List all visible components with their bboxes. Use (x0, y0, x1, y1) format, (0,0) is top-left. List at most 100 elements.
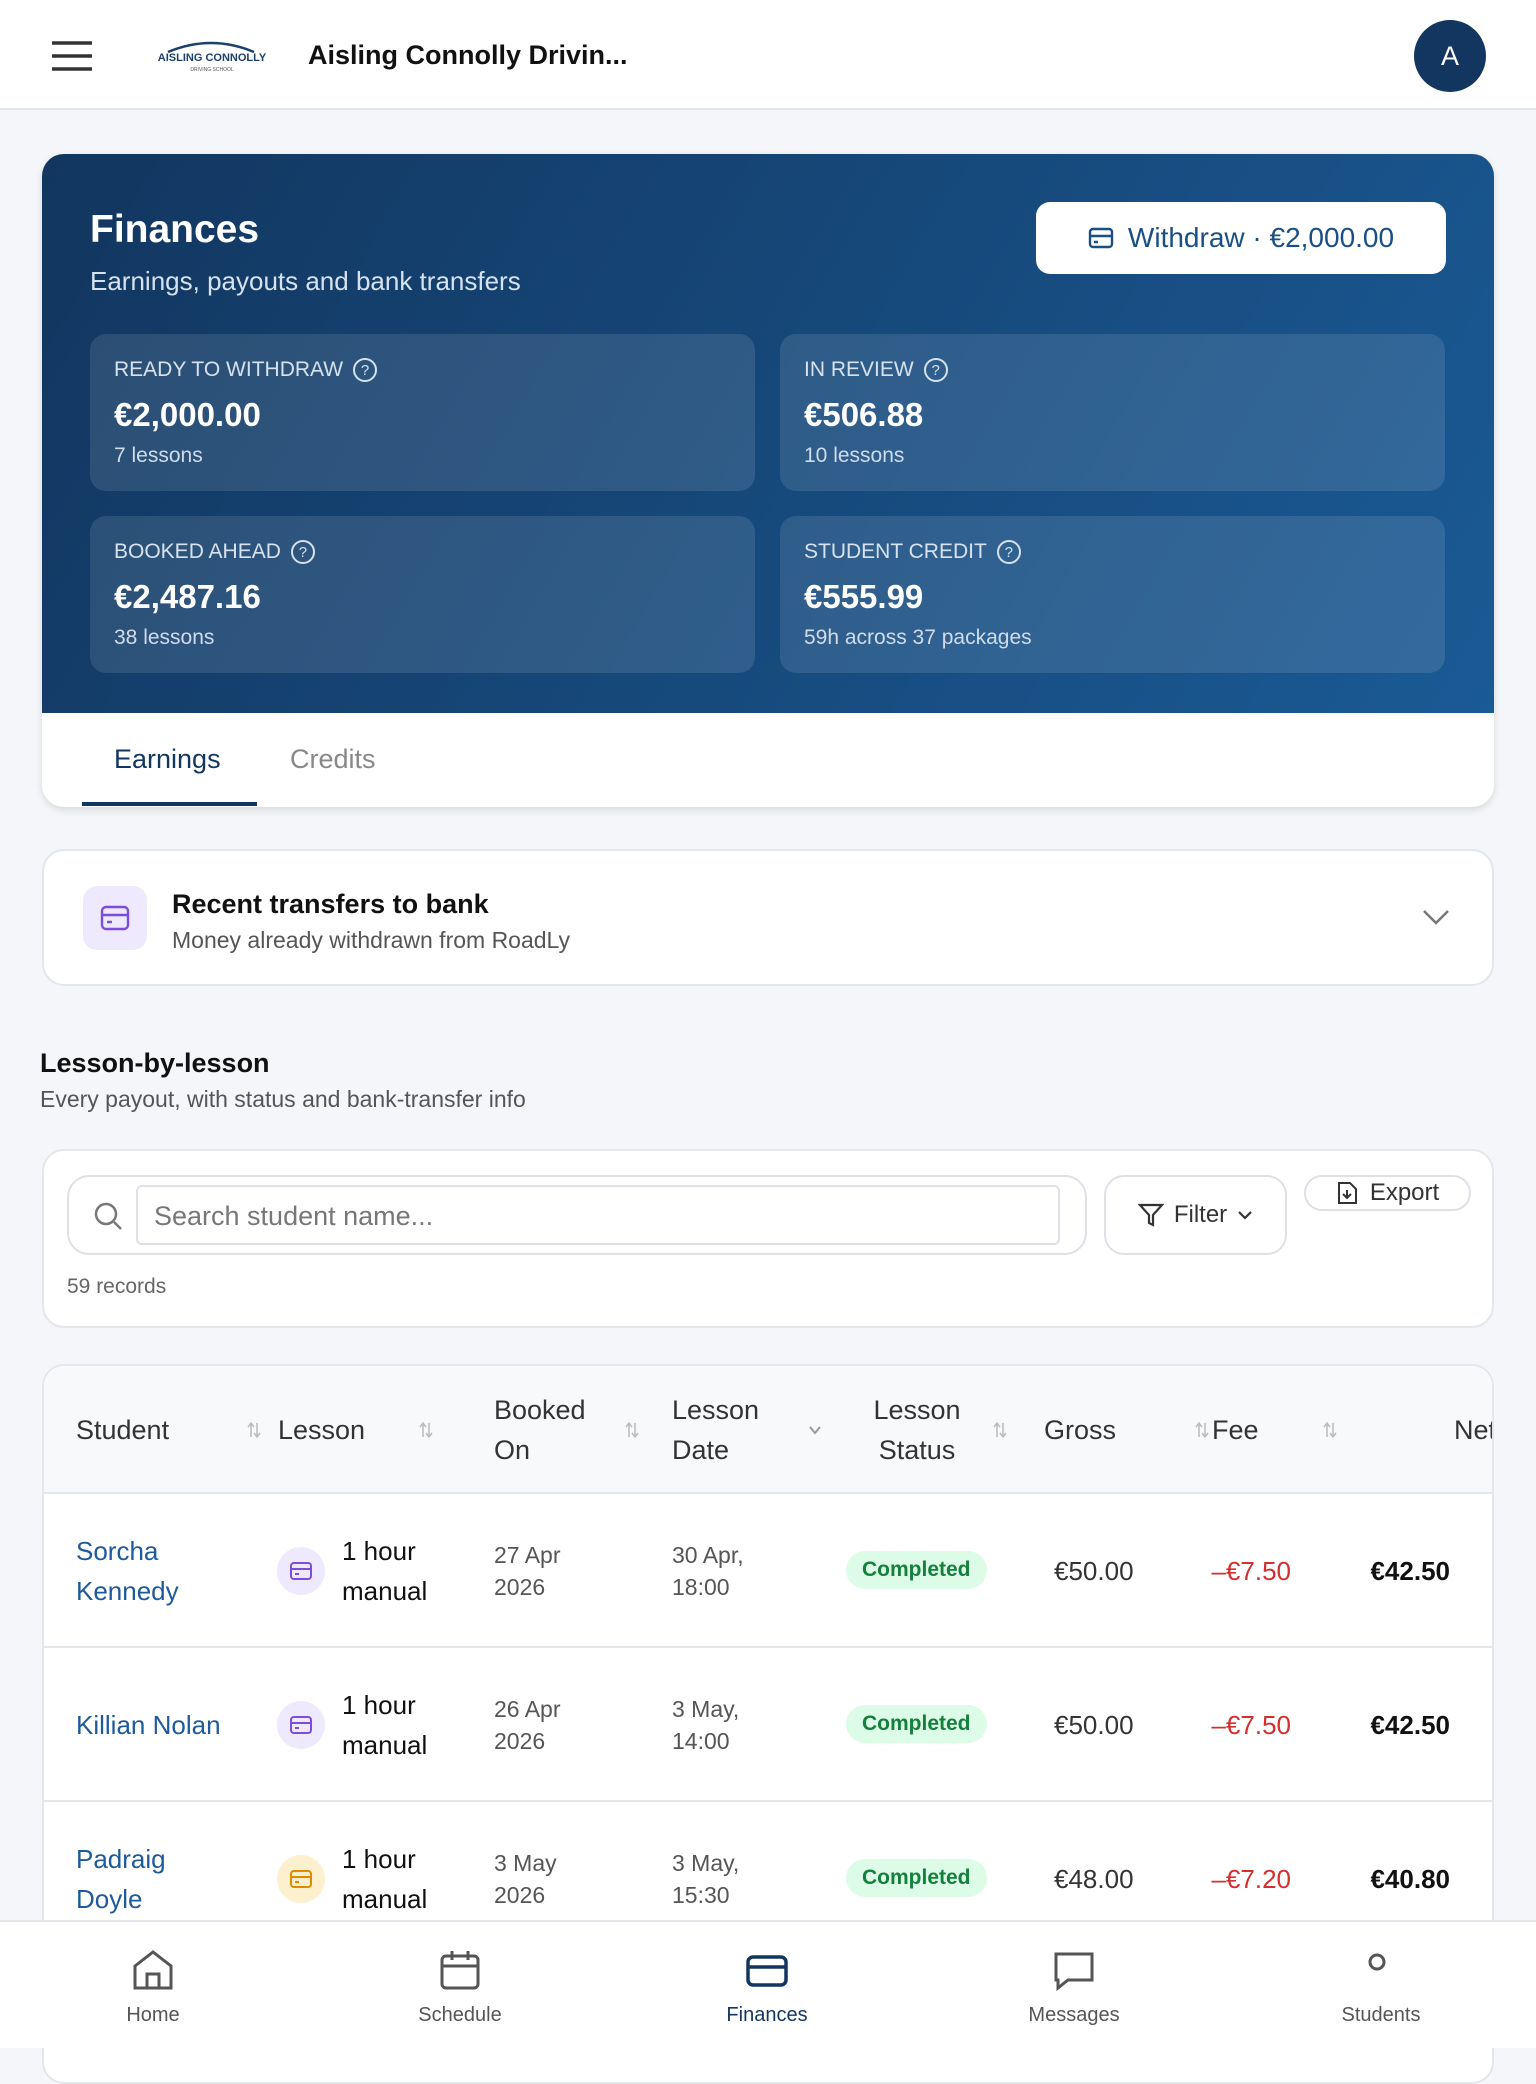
chevron (1423, 910, 1449, 925)
withdraw-button[interactable]: Withdraw · €2,000.00 (1036, 202, 1446, 274)
gross: €48.00 (1054, 1864, 1134, 1894)
student-name[interactable]: Sorcha Kennedy (76, 1536, 179, 1606)
stat-label: BOOKED AHEAD? (114, 540, 315, 564)
lesson-date: 30 Apr, 18:00 (672, 1542, 744, 1600)
lesson-type: 1 hour manual (342, 1690, 428, 1760)
lesson-icon (277, 1701, 325, 1749)
stat-tile: IN REVIEW? €506.88 10 lessons (780, 334, 1445, 491)
help-icon[interactable]: ? (353, 358, 378, 382)
net: €42.50 (1370, 1710, 1450, 1740)
stat-tile: STUDENT CREDIT? €555.99 59h across 37 pack… (780, 516, 1445, 673)
column-header-text: Lesson Date (672, 1395, 760, 1465)
stat-detail: 10 lessons (804, 444, 905, 467)
stat-value: €2,000.00 (114, 396, 261, 433)
stat-value: €555.99 (804, 578, 924, 615)
tab-underline (82, 802, 257, 806)
column-header[interactable]: Booked On (494, 1366, 644, 1494)
stat-tile: BOOKED AHEAD? €2,487.16 38 lessons (90, 516, 755, 673)
icon (1054, 1952, 1094, 1992)
section-subtitle: Every payout, with status and bank-trans… (40, 1086, 526, 1112)
column-header[interactable]: Lesson Date (672, 1366, 827, 1494)
icon (419, 1421, 433, 1439)
nav-label: Finances (726, 2004, 808, 2026)
column-header[interactable]: Gross (1044, 1366, 1214, 1494)
lesson-date: 3 May, 15:30 (672, 1850, 740, 1908)
tab[interactable]: Earnings (114, 744, 221, 774)
booked-on: 26 Apr 2026 (494, 1696, 561, 1754)
table-header-bg (44, 1366, 1492, 1494)
bottom-nav: Home Schedule Finances Messages Students (0, 1920, 1536, 2048)
stat-detail: 38 lessons (114, 626, 215, 649)
lesson-type: 1 hour manual (342, 1536, 428, 1606)
student-name[interactable]: Padraig Doyle (76, 1844, 166, 1914)
transfers-subtitle: Money already withdrawn from RoadLy (172, 927, 570, 953)
help-icon[interactable]: ? (996, 540, 1021, 564)
search-input[interactable]: Search student name... (136, 1185, 1060, 1245)
stat-label: IN REVIEW? (804, 358, 948, 382)
column-header-text: Fee (1212, 1415, 1259, 1445)
lesson-icon (277, 1547, 325, 1595)
search-card: Search student name... Filter Export 59 … (42, 1149, 1494, 1328)
stat-label-text: READY TO WITHDRAW (114, 358, 344, 381)
booked-on: 27 Apr 2026 (494, 1542, 561, 1600)
icon (290, 1562, 312, 1580)
fee: –€7.50 (1211, 1710, 1291, 1740)
finances-title: Finances (90, 208, 260, 251)
filter-button[interactable]: Filter (1104, 1175, 1287, 1255)
nav-item[interactable]: Schedule (360, 1922, 560, 2050)
menu-icon[interactable] (52, 40, 92, 72)
icon (133, 1950, 173, 1990)
column-header-text: Lesson (278, 1415, 366, 1445)
export-button[interactable]: Export (1304, 1175, 1471, 1211)
stat-label-text: IN REVIEW (804, 358, 914, 381)
avatar[interactable]: A (1414, 20, 1486, 92)
column-header[interactable]: Lesson (278, 1366, 438, 1494)
stat-label-text: BOOKED AHEAD (114, 540, 281, 563)
column-header-text: Lesson Status (873, 1395, 961, 1465)
help-icon[interactable]: ? (923, 358, 948, 382)
icon (1368, 1953, 1386, 1971)
column-header-text: Gross (1044, 1415, 1117, 1445)
status-pill: Completed (846, 1551, 987, 1589)
student-name[interactable]: Killian Nolan (76, 1710, 221, 1740)
section-title: Lesson-by-lesson (40, 1048, 270, 1078)
icon (1195, 1421, 1209, 1439)
icon (746, 1955, 788, 1987)
nav-item[interactable]: Finances (667, 1922, 867, 2050)
nav-item[interactable]: Home (53, 1922, 253, 2050)
column-header[interactable]: Fee (1212, 1366, 1342, 1494)
column-header[interactable]: Student (76, 1366, 266, 1494)
fee: –€7.20 (1211, 1864, 1291, 1894)
lesson-icon (277, 1855, 325, 1903)
stat-label-text: STUDENT CREDIT (804, 540, 987, 563)
icon (625, 1421, 639, 1439)
icon (1323, 1421, 1337, 1439)
column-header[interactable]: Lesson Status (852, 1366, 1012, 1494)
withdraw-label: Withdraw · €2,000.00 (1127, 222, 1395, 253)
help-icon[interactable]: ? (290, 540, 315, 564)
icon (993, 1421, 1007, 1439)
status-pill: Completed (846, 1705, 987, 1743)
gross: €50.00 (1054, 1710, 1134, 1740)
tab[interactable]: Credits (290, 744, 376, 774)
net: €42.50 (1370, 1556, 1450, 1586)
net: €40.80 (1370, 1864, 1450, 1894)
fee: –€7.50 (1211, 1556, 1291, 1586)
finances-card: Finances Earnings, payouts and bank tran… (42, 154, 1494, 807)
column-header[interactable]: Net (1372, 1366, 1492, 1494)
stat-label: STUDENT CREDIT? (804, 540, 1021, 564)
nav-label: Schedule (418, 2004, 502, 2026)
column-header-text: Booked On (494, 1395, 586, 1465)
icon (290, 1716, 312, 1734)
nav-item[interactable]: Students (1281, 1922, 1481, 2050)
transfers-icon (83, 886, 147, 950)
nav-item[interactable]: Messages (974, 1922, 1174, 2050)
export-label: Export (1369, 1179, 1440, 1206)
stat-value: €506.88 (804, 396, 924, 433)
stat-value: €2,487.16 (114, 578, 261, 615)
icon (809, 1426, 821, 1435)
nav-label: Messages (1028, 2004, 1120, 2026)
transfers-card[interactable]: Recent transfers to bank Money already w… (42, 849, 1494, 986)
school-name: Aisling Connolly Drivin... (308, 40, 628, 70)
